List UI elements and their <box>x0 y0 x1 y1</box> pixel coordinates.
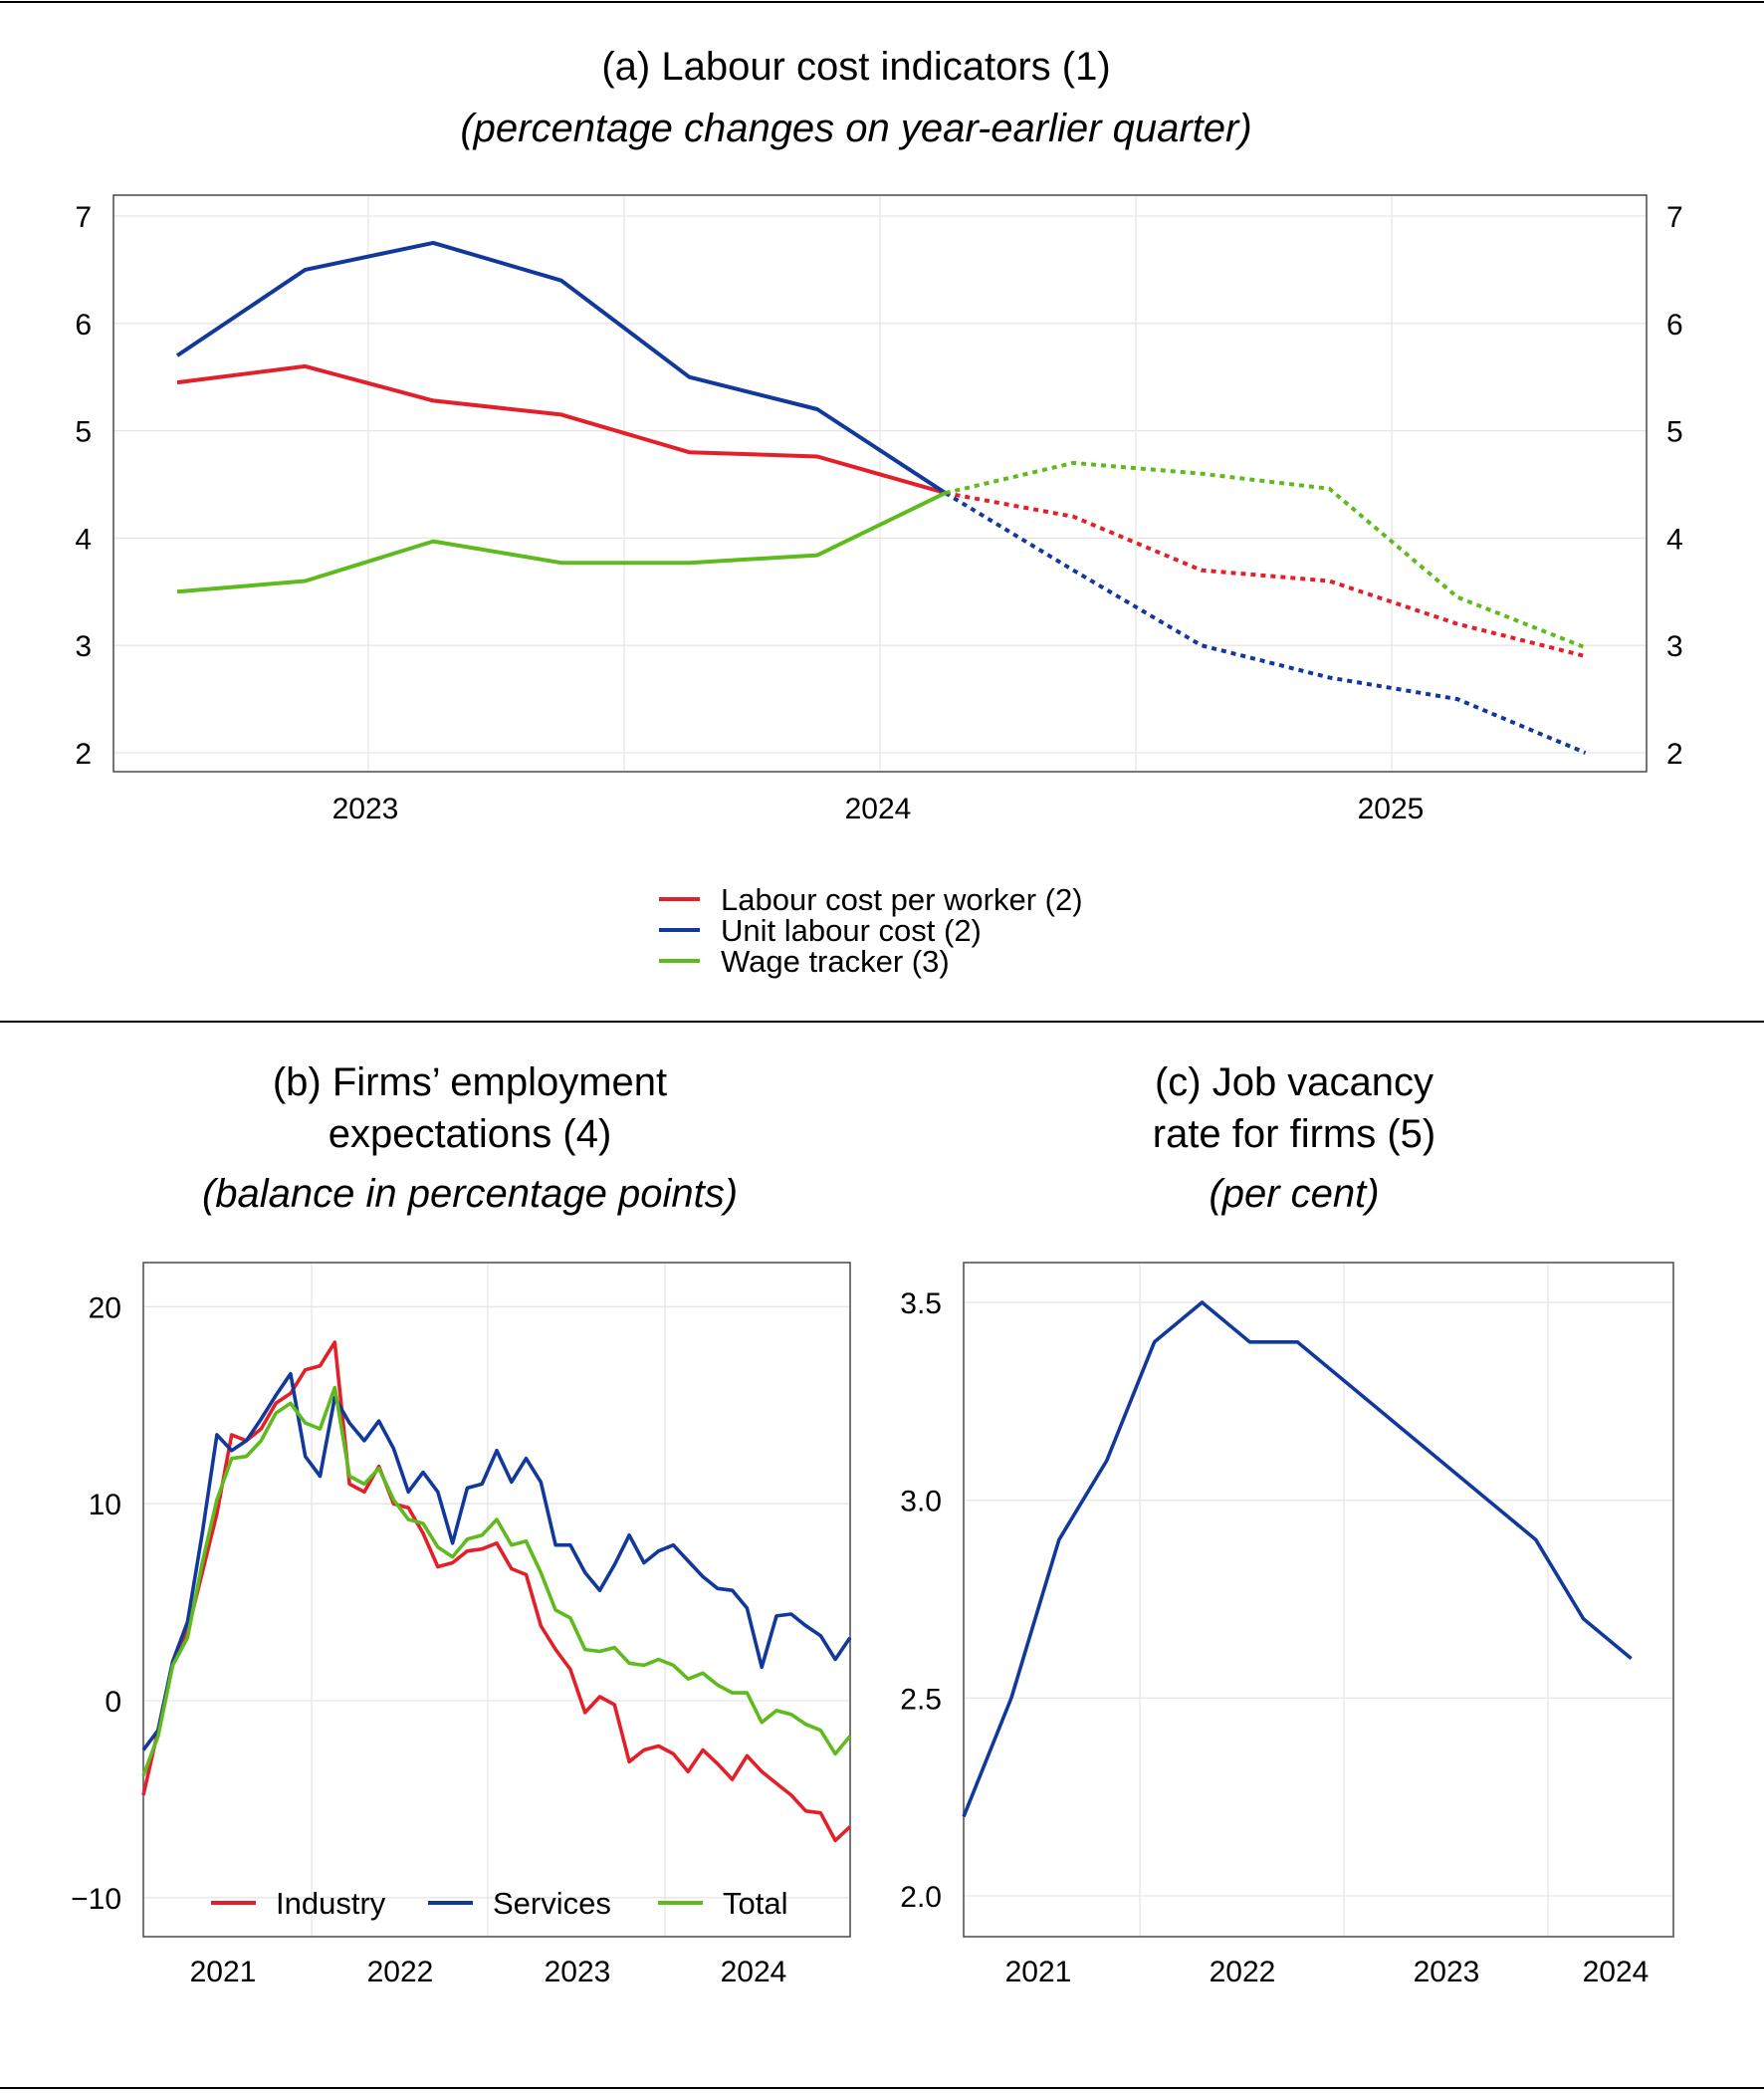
panel-a-y-tick-left: 5 <box>75 416 92 449</box>
panel-b-x-axis: 2021 2022 2023 2024 <box>190 1956 787 1988</box>
panel-c-subtitle: (per cent) <box>1209 1172 1379 1216</box>
panel-a-x-axis: 2023 2024 2025 <box>332 793 1425 825</box>
panel-b-plot-frame <box>142 1262 851 1938</box>
panel-a-y-tick-right: 5 <box>1666 416 1683 449</box>
panel-a-y-tick-left: 2 <box>75 738 92 771</box>
panel-a-y-tick-left: 4 <box>75 523 92 556</box>
panel-b-y-tick: 0 <box>105 1686 121 1719</box>
panel-a-line-labour-cost-per-worker <box>176 363 947 496</box>
panel-b-x-tick: 2021 <box>190 1956 257 1988</box>
panel-a-x-tick: 2024 <box>845 793 912 825</box>
panel-a-x-tick: 2025 <box>1358 793 1425 825</box>
panel-b-x-tick: 2024 <box>721 1956 787 1988</box>
panel-a-line-labour-cost-per-worker-projection <box>945 491 1587 658</box>
panel-a-subtitle: (percentage changes on year-earlier quar… <box>460 107 1251 150</box>
panel-b-line-industry <box>141 1340 852 1843</box>
panel-b-grid <box>143 1263 850 1937</box>
panel-a-title: (a) Labour cost indicators (1) <box>601 45 1110 89</box>
panel-b-legend-label-total: Total <box>723 1886 787 1921</box>
panel-c-title-line1: (c) Job vacancy <box>1155 1060 1433 1104</box>
panel-a-grid <box>113 195 1647 772</box>
panel-a-y-tick-left: 7 <box>75 201 92 234</box>
panel-a-y-axis-left: 2 3 4 5 6 7 <box>75 201 92 771</box>
panel-c-y-tick: 3.5 <box>900 1287 942 1320</box>
panel-a-line-wage-tracker <box>176 491 947 594</box>
panel-c-y-tick: 3.0 <box>900 1486 942 1518</box>
panel-a-y-tick-right: 4 <box>1666 523 1683 556</box>
panel-a-legend-label-unit-labour-cost: Unit labour cost (2) <box>721 913 982 948</box>
panel-a-legend: Labour cost per worker (2)Unit labour co… <box>659 882 1083 979</box>
panel-c-series <box>962 1300 1633 1818</box>
panel-c-plot-frame <box>963 1262 1674 1938</box>
panel-b-title-line1: (b) Firms’ employment <box>273 1060 667 1104</box>
panel-c-x-axis: 2021 2022 2023 2024 <box>1005 1956 1650 1988</box>
panel-b-legend: Industry Services Total <box>211 1886 787 1921</box>
panel-b-subtitle: (balance in percentage points) <box>202 1172 738 1216</box>
panel-a-y-tick-left: 3 <box>75 630 92 663</box>
panel-a-y-tick-right: 2 <box>1666 738 1683 771</box>
panel-b-legend-label-industry: Industry <box>276 1886 386 1921</box>
panel-b-line-services <box>141 1371 852 1751</box>
panel-c-x-tick: 2022 <box>1210 1956 1276 1988</box>
panel-a-y-axis-right: 2 3 4 5 6 7 <box>1666 201 1683 771</box>
panel-a-plot-frame <box>112 194 1648 773</box>
panel-b-y-tick: 20 <box>89 1291 121 1324</box>
panel-c-y-tick: 2.5 <box>900 1683 942 1716</box>
panel-c-y-tick: 2.0 <box>900 1881 942 1914</box>
panel-b-x-tick: 2023 <box>545 1956 611 1988</box>
panel-b-legend-label-services: Services <box>493 1886 611 1921</box>
panel-c-title-line2: rate for firms (5) <box>1153 1112 1435 1156</box>
panel-a-series <box>175 240 1587 755</box>
panel-a-y-tick-right: 7 <box>1666 201 1683 234</box>
panel-b-x-tick: 2022 <box>367 1956 434 1988</box>
panel-c-y-axis: 2.0 2.5 3.0 3.5 <box>900 1287 942 1914</box>
panel-c-x-tick: 2021 <box>1005 1956 1072 1988</box>
panel-c: (c) Job vacancy rate for firms (5) (per … <box>900 1060 1674 1988</box>
panel-b-line-total <box>141 1385 852 1776</box>
panel-c-line-job-vacancy-rate <box>962 1300 1633 1818</box>
panel-a-line-wage-tracker-projection <box>945 460 1587 650</box>
panel-b: (b) Firms’ employment expectations (4) (… <box>71 1060 852 1988</box>
panel-a-x-tick: 2023 <box>332 793 399 825</box>
panel-a-y-tick-right: 6 <box>1666 309 1683 342</box>
panel-a-legend-label-labour-cost-per-worker: Labour cost per worker (2) <box>721 882 1083 917</box>
panel-c-x-tick: 2023 <box>1414 1956 1480 1988</box>
panel-b-y-tick: −10 <box>71 1883 121 1916</box>
panel-a-line-unit-labour-cost-projection <box>944 491 1587 755</box>
panel-c-grid <box>964 1263 1673 1937</box>
panel-b-y-tick: 10 <box>89 1489 121 1521</box>
panel-a-y-tick-right: 3 <box>1666 630 1683 663</box>
panel-b-y-axis: −10 0 10 20 <box>71 1291 121 1915</box>
panel-a: (a) Labour cost indicators (1) (percenta… <box>75 45 1682 979</box>
panel-b-title-line2: expectations (4) <box>329 1112 612 1156</box>
panel-a-line-unit-labour-cost <box>175 240 947 495</box>
panel-a-legend-label-wage-tracker: Wage tracker (3) <box>721 944 950 979</box>
panel-a-y-tick-left: 6 <box>75 309 92 342</box>
panel-c-x-tick: 2024 <box>1583 1956 1650 1988</box>
panel-b-series <box>141 1340 852 1843</box>
